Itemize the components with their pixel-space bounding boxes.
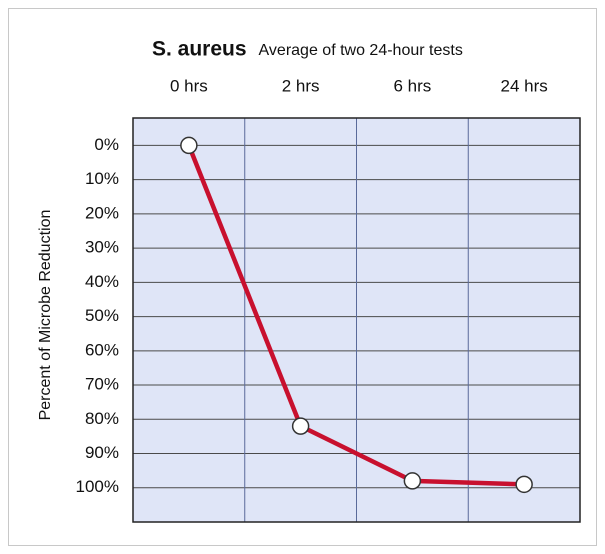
chart-title: S. aureus — [152, 38, 247, 61]
y-tick-label: 0% — [94, 135, 119, 154]
y-tick-label: 10% — [85, 169, 119, 188]
data-point — [291, 417, 310, 435]
y-tick-label: 100% — [76, 477, 119, 496]
plot-border — [132, 117, 581, 523]
data-line — [186, 144, 525, 487]
y-tick-label: 20% — [85, 203, 119, 222]
y-tick-label: 30% — [85, 238, 119, 257]
x-tick-label: 6 hrs — [393, 76, 431, 95]
data-point — [403, 472, 422, 490]
x-tick-label: 2 hrs — [282, 76, 320, 95]
y-tick-label: 90% — [85, 443, 119, 462]
data-point — [180, 136, 198, 155]
y-axis-label: Percent of Microbe Reduction — [37, 210, 54, 421]
x-tick-label: 0 hrs — [170, 76, 208, 95]
y-tick-label: 60% — [85, 340, 119, 359]
x-tick-label: 24 hrs — [501, 76, 548, 95]
y-tick-label: 70% — [85, 375, 119, 394]
y-tick-label: 40% — [85, 272, 119, 291]
y-tick-label: 80% — [85, 409, 119, 428]
chart-subtitle: Average of two 24-hour tests — [259, 42, 463, 59]
y-tick-label: 50% — [85, 306, 119, 325]
data-point — [515, 475, 533, 494]
